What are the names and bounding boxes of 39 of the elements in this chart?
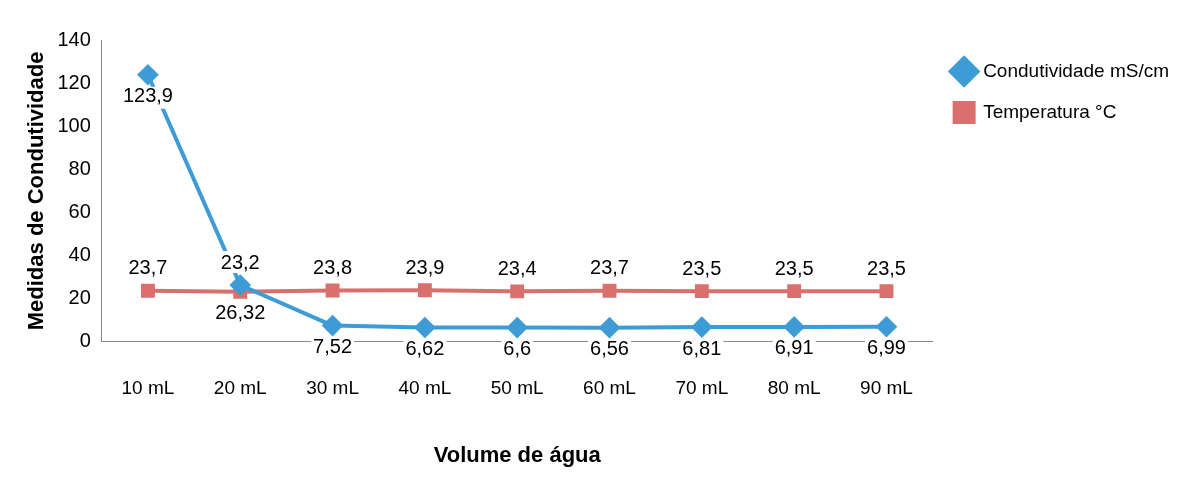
- data-label: 23,5: [682, 256, 722, 279]
- x-tick-label: 50 mL: [490, 377, 544, 399]
- y-tick-label: 100: [57, 113, 91, 136]
- data-label: 23,7: [590, 256, 629, 279]
- data-label: 23,9: [405, 255, 445, 278]
- data-label: 23,5: [774, 256, 814, 279]
- legend-label: Temperatura °C: [983, 100, 1117, 122]
- x-tick-label: 60 mL: [583, 377, 636, 399]
- data-label: 7,52: [313, 335, 353, 358]
- y-tick-label: 80: [68, 156, 91, 179]
- x-tick-label: 40 mL: [398, 377, 452, 399]
- data-label: 6,81: [682, 336, 722, 359]
- data-label: 6,56: [590, 337, 629, 360]
- data-label: 6,91: [774, 336, 814, 359]
- y-tick-label: 60: [68, 199, 91, 222]
- x-tick-label: 70 mL: [675, 377, 729, 399]
- x-tick-label: 20 mL: [213, 377, 267, 399]
- legend-label: Condutividade mS/cm: [983, 59, 1170, 81]
- data-label: 23,4: [497, 256, 537, 279]
- x-tick-label: 90 mL: [860, 377, 913, 399]
- x-tick-label: 30 mL: [306, 377, 359, 399]
- data-label: 23,7: [128, 256, 168, 279]
- x-tick-label: 80 mL: [767, 377, 821, 399]
- x-tick-label: 10 mL: [121, 377, 175, 399]
- y-tick-label: 20: [68, 286, 91, 309]
- data-label: 123,9: [122, 84, 173, 107]
- data-label: 23,8: [313, 256, 353, 279]
- data-label: 6,62: [405, 337, 445, 360]
- x-axis-title: Volume de água: [433, 441, 602, 467]
- y-tick-label: 40: [68, 243, 91, 266]
- y-tick-label: 140: [57, 27, 91, 50]
- data-label: 6,99: [867, 336, 906, 359]
- data-label: 23,2: [220, 250, 260, 273]
- data-label: 26,32: [215, 301, 266, 324]
- y-axis-title: Medidas de Condutividade: [23, 51, 49, 331]
- y-tick-label: 0: [79, 329, 91, 352]
- y-tick-label: 120: [57, 70, 91, 93]
- data-label: 23,5: [867, 256, 906, 279]
- data-label: 6,6: [503, 337, 532, 360]
